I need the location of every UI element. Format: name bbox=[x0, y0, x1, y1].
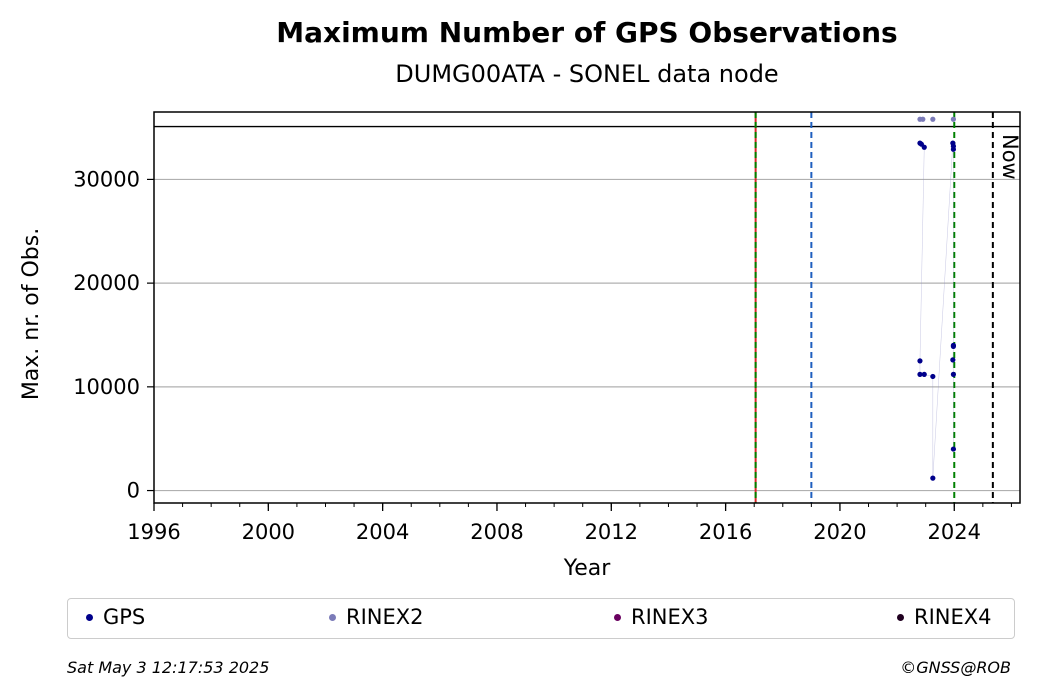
legend-label-rinex2: RINEX2 bbox=[346, 605, 424, 629]
footer-timestamp: Sat May 3 12:17:53 2025 bbox=[67, 658, 270, 677]
x-tick-label: 2020 bbox=[813, 520, 866, 544]
now-label: Now bbox=[998, 134, 1022, 180]
legend: GPS RINEX2 RINEX3 RINEX4 bbox=[67, 598, 1015, 639]
y-tick-label: 30000 bbox=[73, 167, 140, 191]
plot-frame bbox=[153, 111, 1021, 504]
data-point-rinex2 bbox=[950, 116, 957, 122]
legend-marker-rinex4 bbox=[897, 613, 904, 621]
footer-copyright: ©GNSS@ROB bbox=[900, 658, 1011, 677]
series-connector bbox=[919, 142, 954, 479]
y-tick-label: 0 bbox=[127, 479, 140, 503]
data-point-gps bbox=[950, 446, 957, 452]
data-point-gps bbox=[950, 371, 957, 377]
x-tick-label: 2012 bbox=[585, 520, 638, 544]
y-tick-label: 20000 bbox=[73, 271, 140, 295]
data-points bbox=[917, 116, 957, 481]
data-point-rinex2 bbox=[930, 116, 936, 122]
legend-marker-rinex3 bbox=[614, 613, 621, 621]
x-axis-label: Year bbox=[563, 556, 612, 581]
data-point-gps bbox=[921, 371, 927, 377]
grid bbox=[154, 125, 1020, 492]
x-tick-label: 2000 bbox=[242, 520, 295, 544]
legend-item-rinex2: RINEX2 bbox=[329, 605, 424, 629]
legend-label-gps: GPS bbox=[103, 605, 146, 629]
x-tick-label: 2016 bbox=[699, 520, 752, 544]
legend-item-gps: GPS bbox=[86, 605, 145, 629]
x-axis-ticks: 1996 2000 2004 2008 2012 2016 2020 2024 bbox=[127, 503, 1012, 544]
y-axis-ticks: 0 10000 20000 30000 bbox=[73, 167, 154, 503]
legend-item-rinex4: RINEX4 bbox=[897, 605, 992, 629]
x-tick-label: 1996 bbox=[127, 520, 180, 544]
x-tick-label: 2008 bbox=[470, 520, 523, 544]
data-point-gps bbox=[950, 146, 957, 152]
data-point-gps bbox=[921, 144, 927, 150]
data-point-gps bbox=[950, 357, 956, 363]
y-tick-label: 10000 bbox=[73, 375, 140, 399]
chart-subtitle: DUMG00ATA - SONEL data node bbox=[395, 60, 778, 88]
gps-connector-line bbox=[919, 142, 954, 479]
vertical-markers: Now bbox=[754, 112, 1022, 503]
legend-marker-rinex2 bbox=[329, 613, 336, 621]
y-axis-label: Max. nr. of Obs. bbox=[19, 228, 44, 400]
legend-marker-gps bbox=[86, 613, 93, 621]
legend-label-rinex4: RINEX4 bbox=[914, 605, 992, 629]
legend-label-rinex3: RINEX3 bbox=[631, 605, 709, 629]
data-point-gps bbox=[917, 371, 923, 377]
data-point-gps bbox=[930, 373, 936, 380]
chart-title: Maximum Number of GPS Observations bbox=[276, 16, 897, 49]
data-point-gps bbox=[950, 343, 957, 349]
legend-item-rinex3: RINEX3 bbox=[614, 605, 709, 629]
data-point-gps bbox=[917, 358, 923, 364]
data-point-rinex2 bbox=[920, 116, 926, 122]
x-tick-label: 2024 bbox=[928, 520, 981, 544]
data-point-gps bbox=[930, 475, 936, 481]
x-tick-label: 2004 bbox=[356, 520, 409, 544]
